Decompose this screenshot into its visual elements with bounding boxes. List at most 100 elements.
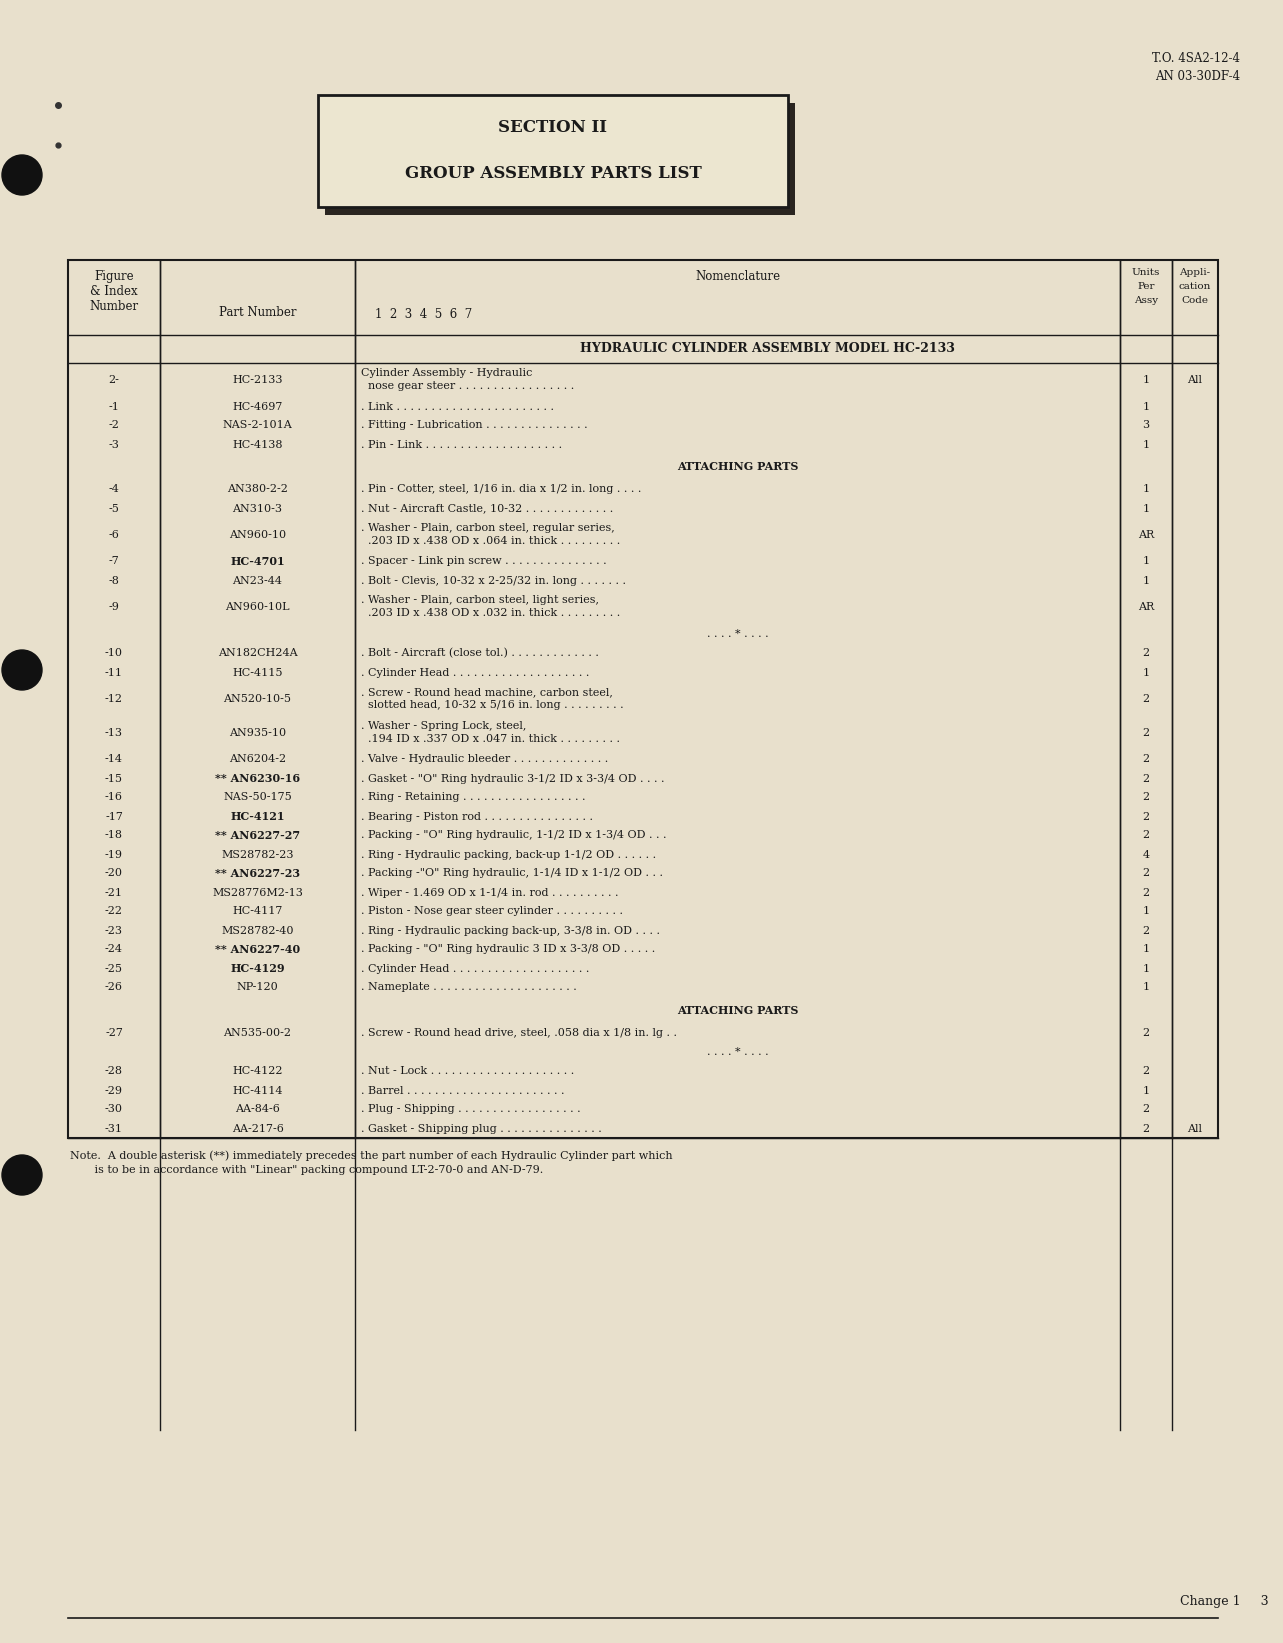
Text: . Cylinder Head . . . . . . . . . . . . . . . . . . . .: . Cylinder Head . . . . . . . . . . . . … (361, 667, 589, 677)
Text: -18: -18 (105, 830, 123, 841)
Text: 1: 1 (1142, 557, 1150, 567)
Text: 2: 2 (1142, 792, 1150, 802)
Text: -21: -21 (105, 887, 123, 897)
Text: 2-: 2- (109, 375, 119, 384)
Text: AN960-10: AN960-10 (228, 531, 286, 541)
Text: -17: -17 (105, 812, 123, 822)
Text: -23: -23 (105, 925, 123, 935)
Text: ** AN6227-40: ** AN6227-40 (216, 945, 300, 955)
Text: Note.  A double asterisk (**) immediately precedes the part number of each Hydra: Note. A double asterisk (**) immediately… (71, 1150, 672, 1160)
Text: -27: -27 (105, 1027, 123, 1037)
Text: -26: -26 (105, 983, 123, 992)
Text: AN6204-2: AN6204-2 (228, 754, 286, 764)
Text: Code: Code (1182, 296, 1209, 306)
Text: . Wiper - 1.469 OD x 1-1/4 in. rod . . . . . . . . . .: . Wiper - 1.469 OD x 1-1/4 in. rod . . .… (361, 887, 618, 897)
Text: . Valve - Hydraulic bleeder . . . . . . . . . . . . . .: . Valve - Hydraulic bleeder . . . . . . … (361, 754, 608, 764)
Text: . Ring - Hydraulic packing, back-up 1-1/2 OD . . . . . .: . Ring - Hydraulic packing, back-up 1-1/… (361, 849, 656, 859)
Text: . Screw - Round head drive, steel, .058 dia x 1/8 in. lg . .: . Screw - Round head drive, steel, .058 … (361, 1027, 677, 1037)
Text: 1: 1 (1142, 575, 1150, 585)
Text: . Bearing - Piston rod . . . . . . . . . . . . . . . .: . Bearing - Piston rod . . . . . . . . .… (361, 812, 593, 822)
Text: Change 1     3: Change 1 3 (1180, 1595, 1269, 1608)
Text: is to be in accordance with "Linear" packing compound LT-2-70-0 and AN-D-79.: is to be in accordance with "Linear" pac… (71, 1165, 543, 1175)
Text: AN23-44: AN23-44 (232, 575, 282, 585)
Text: NAS-50-175: NAS-50-175 (223, 792, 291, 802)
Text: HC-4138: HC-4138 (232, 439, 282, 450)
Text: 1: 1 (1142, 667, 1150, 677)
Text: HC-4697: HC-4697 (232, 401, 282, 411)
Text: . Spacer - Link pin screw . . . . . . . . . . . . . . .: . Spacer - Link pin screw . . . . . . . … (361, 557, 607, 567)
Text: -4: -4 (109, 485, 119, 495)
Text: HC-4117: HC-4117 (232, 907, 282, 917)
Text: -25: -25 (105, 963, 123, 974)
Text: 2: 2 (1142, 812, 1150, 822)
Text: AR: AR (1138, 601, 1155, 611)
Text: ** AN6230-16: ** AN6230-16 (216, 772, 300, 784)
Text: -28: -28 (105, 1066, 123, 1076)
Text: -31: -31 (105, 1124, 123, 1134)
Text: . Gasket - Shipping plug . . . . . . . . . . . . . . .: . Gasket - Shipping plug . . . . . . . .… (361, 1124, 602, 1134)
Circle shape (3, 651, 42, 690)
Text: AN960-10L: AN960-10L (226, 601, 290, 611)
Text: . Washer - Plain, carbon steel, light series,: . Washer - Plain, carbon steel, light se… (361, 595, 599, 605)
Text: .203 ID x .438 OD x .064 in. thick . . . . . . . . .: .203 ID x .438 OD x .064 in. thick . . .… (361, 536, 620, 545)
Text: -13: -13 (105, 728, 123, 738)
Text: MS28776M2-13: MS28776M2-13 (212, 887, 303, 897)
Text: . Bolt - Clevis, 10-32 x 2-25/32 in. long . . . . . . .: . Bolt - Clevis, 10-32 x 2-25/32 in. lon… (361, 575, 626, 585)
Text: ATTACHING PARTS: ATTACHING PARTS (677, 462, 798, 473)
Text: HC-4115: HC-4115 (232, 667, 282, 677)
Text: -29: -29 (105, 1086, 123, 1096)
Text: -3: -3 (109, 439, 119, 450)
Text: . Nut - Lock . . . . . . . . . . . . . . . . . . . . .: . Nut - Lock . . . . . . . . . . . . . .… (361, 1066, 575, 1076)
Bar (68, 260, 1218, 1139)
Text: HYDRAULIC CYLINDER ASSEMBLY MODEL HC-2133: HYDRAULIC CYLINDER ASSEMBLY MODEL HC-213… (580, 342, 955, 355)
Text: . Link . . . . . . . . . . . . . . . . . . . . . . .: . Link . . . . . . . . . . . . . . . . .… (361, 401, 554, 411)
Text: 1: 1 (1142, 401, 1150, 411)
Circle shape (3, 154, 42, 196)
Text: . Fitting - Lubrication . . . . . . . . . . . . . . .: . Fitting - Lubrication . . . . . . . . … (361, 421, 588, 430)
Text: 2: 2 (1142, 693, 1150, 703)
Text: AN310-3: AN310-3 (232, 503, 282, 514)
Text: -12: -12 (105, 693, 123, 703)
Text: cation: cation (1179, 283, 1211, 291)
Text: MS28782-23: MS28782-23 (221, 849, 294, 859)
Text: 1: 1 (1142, 983, 1150, 992)
Text: 1: 1 (1142, 375, 1150, 384)
Text: 2: 2 (1142, 1066, 1150, 1076)
Text: . Washer - Plain, carbon steel, regular series,: . Washer - Plain, carbon steel, regular … (361, 522, 615, 532)
Text: All: All (1188, 375, 1202, 384)
Text: NP-120: NP-120 (236, 983, 278, 992)
Text: MS28782-40: MS28782-40 (221, 925, 294, 935)
Text: -14: -14 (105, 754, 123, 764)
Text: -22: -22 (105, 907, 123, 917)
Text: . Gasket - "O" Ring hydraulic 3-1/2 ID x 3-3/4 OD . . . .: . Gasket - "O" Ring hydraulic 3-1/2 ID x… (361, 774, 665, 784)
Text: ** AN6227-27: ** AN6227-27 (216, 830, 300, 841)
Text: . Packing -"O" Ring hydraulic, 1-1/4 ID x 1-1/2 OD . . .: . Packing -"O" Ring hydraulic, 1-1/4 ID … (361, 869, 663, 879)
Text: 2: 2 (1142, 774, 1150, 784)
Text: .203 ID x .438 OD x .032 in. thick . . . . . . . . .: .203 ID x .438 OD x .032 in. thick . . .… (361, 608, 620, 618)
Text: HC-2133: HC-2133 (232, 375, 282, 384)
Text: Appli-: Appli- (1179, 268, 1211, 278)
Text: . . . . * . . . .: . . . . * . . . . (707, 1047, 769, 1056)
Text: -19: -19 (105, 849, 123, 859)
Text: . Screw - Round head machine, carbon steel,: . Screw - Round head machine, carbon ste… (361, 687, 613, 697)
Text: Nomenclature: Nomenclature (695, 269, 780, 283)
Text: SECTION II: SECTION II (499, 118, 607, 135)
Text: ** AN6227-23: ** AN6227-23 (216, 868, 300, 879)
Text: . Nut - Aircraft Castle, 10-32 . . . . . . . . . . . . .: . Nut - Aircraft Castle, 10-32 . . . . .… (361, 503, 613, 514)
Text: . Bolt - Aircraft (close tol.) . . . . . . . . . . . . .: . Bolt - Aircraft (close tol.) . . . . .… (361, 649, 599, 659)
Text: 1: 1 (1142, 907, 1150, 917)
Text: . Nameplate . . . . . . . . . . . . . . . . . . . . .: . Nameplate . . . . . . . . . . . . . . … (361, 983, 577, 992)
Text: 2: 2 (1142, 869, 1150, 879)
Text: AN182CH24A: AN182CH24A (218, 649, 298, 659)
Text: -30: -30 (105, 1104, 123, 1114)
Text: -16: -16 (105, 792, 123, 802)
Text: T.O. 4SA2-12-4: T.O. 4SA2-12-4 (1152, 53, 1239, 66)
Text: 3: 3 (1142, 421, 1150, 430)
Text: NAS-2-101A: NAS-2-101A (223, 421, 293, 430)
Text: slotted head, 10-32 x 5/16 in. long . . . . . . . . .: slotted head, 10-32 x 5/16 in. long . . … (361, 700, 624, 710)
Text: 2: 2 (1142, 887, 1150, 897)
Text: .194 ID x .337 OD x .047 in. thick . . . . . . . . .: .194 ID x .337 OD x .047 in. thick . . .… (361, 734, 620, 744)
Text: 2: 2 (1142, 754, 1150, 764)
Text: ATTACHING PARTS: ATTACHING PARTS (677, 1004, 798, 1015)
Text: . Ring - Hydraulic packing back-up, 3-3/8 in. OD . . . .: . Ring - Hydraulic packing back-up, 3-3/… (361, 925, 659, 935)
